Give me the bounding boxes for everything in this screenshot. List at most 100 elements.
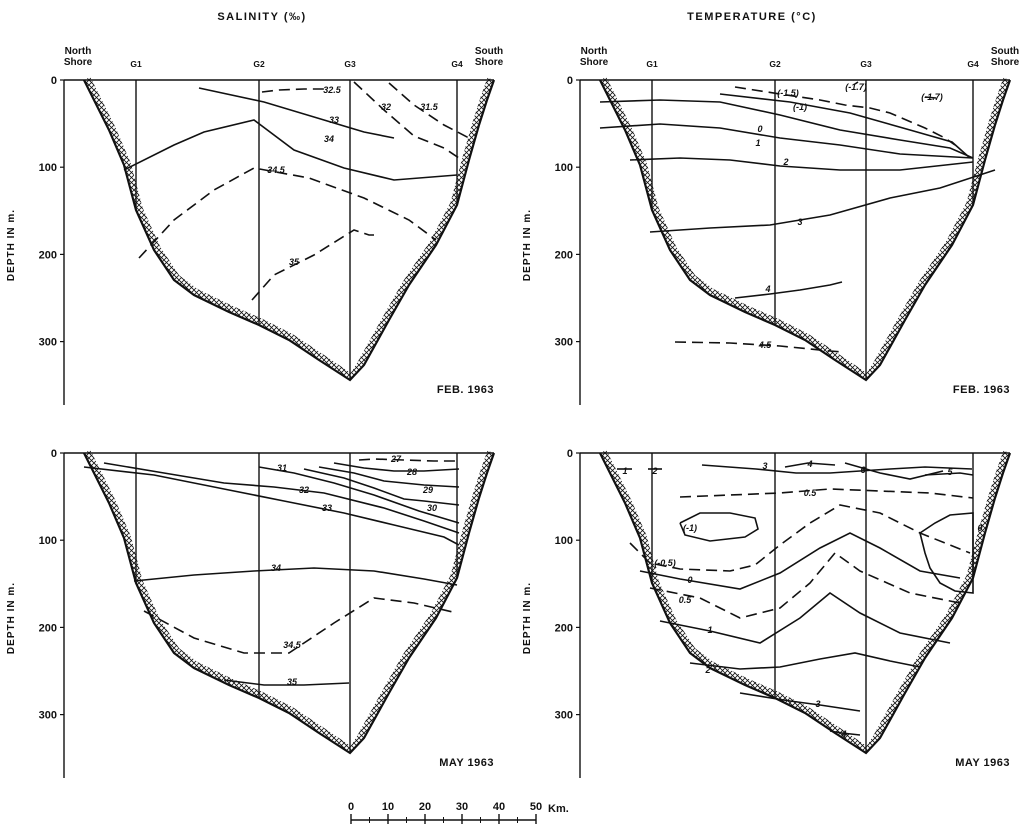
depth-tick-label: 200	[555, 249, 573, 261]
contour-line	[679, 512, 759, 542]
contour-line	[924, 96, 937, 99]
contour-label: 4	[764, 284, 770, 294]
contour-line	[734, 86, 956, 146]
contour-line	[629, 157, 974, 171]
contour-label: (-1)	[683, 523, 697, 533]
contour-label: 0.5	[804, 488, 818, 498]
scale-unit: Km.	[548, 803, 569, 815]
contour-label: 3	[762, 461, 767, 471]
station-label-g4: G4	[967, 59, 979, 69]
contour-label: 3	[797, 217, 802, 227]
depth-tick-label: 100	[39, 162, 57, 174]
contour-label: 28	[406, 467, 417, 477]
contour-label: 34	[324, 134, 334, 144]
contour-label: (-1.7)	[845, 82, 867, 92]
contour-line	[854, 81, 859, 85]
scale-tick-label: 10	[382, 801, 394, 813]
depth-axis-label: DEPTH IN m.	[6, 209, 17, 281]
contour-line	[674, 341, 843, 353]
contour-line	[734, 281, 843, 299]
contour-line	[353, 81, 460, 159]
contour-label: 0	[977, 523, 982, 533]
contour-line	[388, 82, 470, 139]
station-label-g2: G2	[769, 59, 781, 69]
contour-line	[649, 169, 996, 233]
contour-label: (-0.5)	[654, 558, 676, 568]
contour-line	[599, 123, 974, 159]
contour-label: 33	[329, 115, 339, 125]
panel-date-label: FEB. 1963	[437, 384, 494, 396]
contour-label: 1	[707, 625, 712, 635]
depth-axis-label: DEPTH IN m.	[6, 582, 17, 654]
contour-label: 4	[806, 459, 812, 469]
depth-tick-label: 200	[555, 622, 573, 634]
contour-line	[599, 99, 974, 159]
contour-label: 0	[757, 124, 762, 134]
depth-tick-label: 0	[51, 75, 57, 87]
contour-label: 0.5	[679, 595, 693, 605]
contour-line	[198, 87, 395, 139]
seabed-profile	[83, 79, 496, 382]
contour-line	[719, 93, 971, 159]
contour-line	[258, 466, 460, 524]
seabed-profile	[83, 452, 496, 755]
contour-label: 2	[704, 665, 710, 675]
panel-1: 0 100 200 300 DEPTH IN m. G1 G2 G3 G4 North Shore S…	[6, 46, 504, 405]
depth-tick-label: 300	[555, 337, 573, 349]
depth-tick-label: 0	[567, 448, 573, 460]
contour-line	[358, 458, 459, 462]
contour-label: (-1.5)	[777, 88, 799, 98]
contour-line	[701, 464, 973, 474]
seabed-hatch	[84, 449, 494, 753]
depth-axis-label: DEPTH IN m.	[522, 582, 533, 654]
contour-line	[659, 592, 951, 644]
contour-label: 0	[687, 575, 692, 585]
contour-label: 27	[390, 454, 402, 464]
contour-line	[223, 679, 350, 686]
scale-ticks: 0 10 20 30 40 50	[348, 801, 542, 824]
panel-date-label: FEB. 1963	[953, 384, 1010, 396]
station-label-g3: G3	[860, 59, 872, 69]
contour-label: 4	[840, 729, 846, 739]
contour-line	[679, 488, 974, 499]
depth-tick-label: 300	[39, 337, 57, 349]
north-shore-label: North Shore	[64, 46, 93, 68]
contour-line	[333, 462, 460, 472]
contour-line	[318, 466, 460, 488]
contour-label: 3	[815, 699, 820, 709]
contour-line	[689, 652, 921, 670]
depth-tick-label: 100	[39, 535, 57, 547]
station-label-g1: G1	[646, 59, 658, 69]
contour-line	[629, 504, 971, 572]
depth-tick-label: 0	[567, 75, 573, 87]
north-shore-label: North Shore	[580, 46, 609, 68]
contour-label: 2	[782, 157, 788, 167]
depth-axis-label: DEPTH IN m.	[522, 209, 533, 281]
contour-label: 35	[289, 257, 300, 267]
salinity-title: SALINITY (‰)	[217, 11, 306, 23]
contour-line	[739, 692, 861, 712]
depth-tick-label: 0	[51, 448, 57, 460]
contour-label: 32.5	[323, 85, 342, 95]
panel-date-label: MAY 1963	[955, 757, 1010, 769]
contour-line	[303, 468, 460, 506]
contour-line	[83, 466, 460, 546]
contour-label: (-1.7)	[921, 92, 943, 102]
contour-label: 2	[651, 466, 657, 476]
contour-label: 31	[277, 463, 287, 473]
contour-label: 32	[299, 485, 309, 495]
station-label-g4: G4	[451, 59, 463, 69]
contour-label: 29	[422, 485, 433, 495]
contour-label: 1	[755, 138, 760, 148]
contour-line	[784, 462, 836, 468]
depth-tick-label: 100	[555, 162, 573, 174]
south-shore-label: South Shore	[475, 46, 504, 68]
scale-tick-label: 50	[530, 801, 542, 813]
depth-tick-label: 300	[39, 710, 57, 722]
station-label-g2: G2	[253, 59, 265, 69]
depth-tick-label: 200	[39, 622, 57, 634]
contour-line	[123, 119, 458, 181]
